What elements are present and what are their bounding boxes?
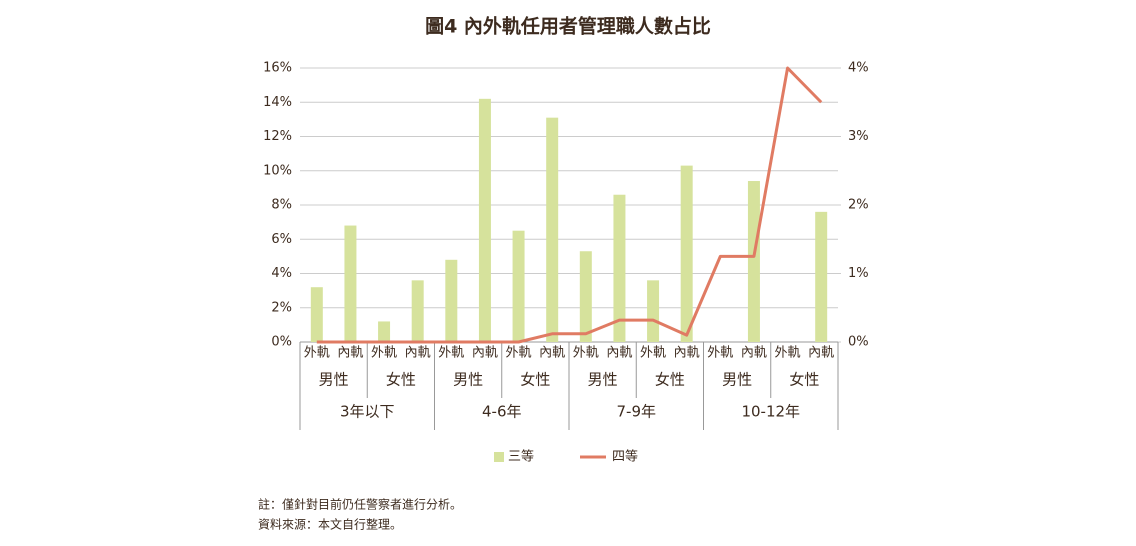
x-tick-label: 內軌 <box>337 345 363 361</box>
note: 註：僅針對目前仍任警察者進行分析。 <box>258 497 462 512</box>
y2-tick-label: 0% <box>848 335 869 350</box>
y-tick-label: 6% <box>271 232 292 247</box>
y-tick-label: 16% <box>263 61 292 76</box>
x-tick-label: 外軌 <box>371 345 397 361</box>
y2-tick-label: 1% <box>848 266 869 281</box>
y2-tick-label: 4% <box>848 61 869 76</box>
bar <box>310 287 323 342</box>
bar <box>512 230 525 342</box>
y-tick-label: 14% <box>263 95 292 110</box>
supergroup-label: 7-9年 <box>617 403 657 421</box>
bar <box>579 251 592 342</box>
bar <box>546 117 559 342</box>
group-label: 男性 <box>453 371 483 389</box>
chart-title: 圖4 內外軌任用者管理職人數占比 <box>425 15 711 38</box>
x-tick-label: 外軌 <box>775 345 801 361</box>
group-label: 女性 <box>789 371 819 389</box>
y-tick-label: 0% <box>271 335 292 350</box>
x-tick-label: 內軌 <box>808 345 834 361</box>
line <box>316 66 823 344</box>
y-tick-label: 12% <box>263 129 292 144</box>
group-label: 女性 <box>386 371 416 389</box>
bar <box>378 321 391 342</box>
supergroup-label: 3年以下 <box>340 403 395 421</box>
group-label: 男性 <box>722 371 752 389</box>
y-tick-label: 8% <box>271 198 292 213</box>
x-tick-label: 內軌 <box>741 345 767 361</box>
bar <box>680 165 693 342</box>
group-label: 女性 <box>655 371 685 389</box>
x-tick-label: 內軌 <box>674 345 700 361</box>
supergroup-label: 10-12年 <box>741 403 800 421</box>
x-tick-label: 外軌 <box>438 345 464 361</box>
group-label: 男性 <box>588 371 618 389</box>
y-tick-label: 2% <box>271 300 292 315</box>
bar <box>478 98 491 342</box>
legend-label: 四等 <box>612 449 638 465</box>
bar <box>747 181 760 342</box>
bar <box>445 259 458 342</box>
group-label: 女性 <box>520 371 550 389</box>
bar <box>647 280 660 342</box>
legend-swatch <box>494 452 504 462</box>
y-tick-label: 10% <box>263 163 292 178</box>
x-tick-label: 內軌 <box>405 345 431 361</box>
x-tick-label: 內軌 <box>472 345 498 361</box>
x-tick-label: 外軌 <box>573 345 599 361</box>
group-label: 男性 <box>319 371 349 389</box>
x-tick-label: 內軌 <box>606 345 632 361</box>
x-tick-label: 外軌 <box>640 345 666 361</box>
bar <box>344 225 357 342</box>
y2-tick-label: 3% <box>848 129 869 144</box>
supergroup-label: 4-6年 <box>482 403 522 421</box>
bar <box>411 280 424 342</box>
x-tick-label: 內軌 <box>539 345 565 361</box>
x-tick-label: 外軌 <box>506 345 532 361</box>
note: 資料來源：本文自行整理。 <box>258 517 402 532</box>
bar <box>815 211 828 342</box>
x-tick-label: 外軌 <box>304 345 330 361</box>
y2-tick-label: 2% <box>848 198 869 213</box>
legend-label: 三等 <box>508 449 534 465</box>
bar <box>613 194 626 342</box>
y-tick-label: 4% <box>271 266 292 281</box>
x-tick-label: 外軌 <box>707 345 733 361</box>
